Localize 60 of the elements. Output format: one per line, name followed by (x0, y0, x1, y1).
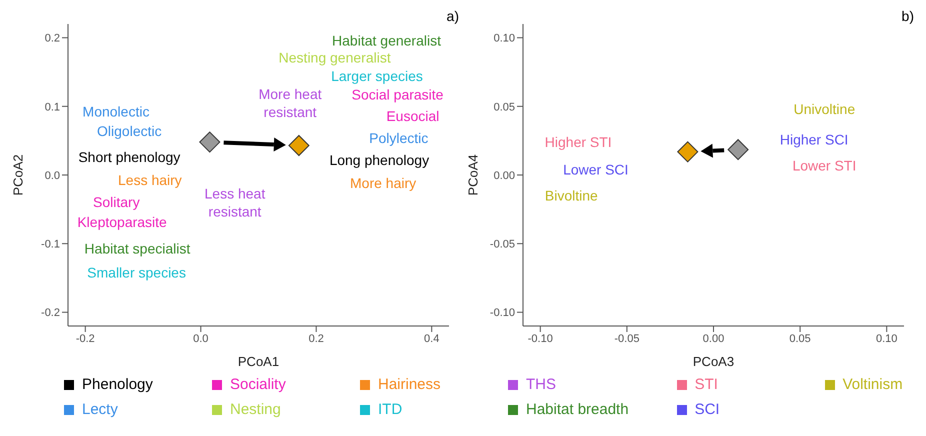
legend-label: Lecty (82, 401, 118, 418)
annotation: Kleptoparasite (77, 214, 168, 230)
annotation: More hairy (350, 175, 416, 192)
annotation: Monolectic (82, 103, 150, 120)
legend-label: Sociality (230, 376, 286, 393)
x-tick-label: 0.05 (789, 332, 811, 345)
annotation: Bivoltine (544, 188, 598, 204)
annotation: Short phenology (78, 149, 180, 166)
chart-title: b) (902, 8, 914, 24)
legend-label: Habitat breadth (526, 401, 629, 418)
y-axis-title: PCoA4 (466, 154, 481, 196)
y-tick-label: -0.2 (41, 307, 60, 320)
x-tick-label: 0.10 (876, 332, 898, 345)
legend-label: STI (694, 376, 718, 393)
annotation: Larger species (331, 68, 423, 84)
annotation: Less hairy (118, 172, 182, 188)
x-tick-label: 0.4 (424, 332, 440, 345)
x-tick-label: -0.10 (528, 332, 553, 345)
annotation: Higher STI (544, 134, 612, 150)
legend-label: ITD (378, 401, 402, 418)
y-tick-label: -0.10 (490, 307, 515, 320)
annotation: Lower STI (792, 157, 856, 174)
annotation: Univoltine (794, 101, 856, 118)
y-tick-label: 0.00 (494, 170, 515, 182)
annotation: Social parasite (352, 86, 444, 103)
annotation: Habitat specialist (84, 240, 190, 256)
x-tick-label: 0.0 (193, 332, 208, 345)
annotation: Higher SCI (780, 131, 848, 148)
chart-title: a) (446, 8, 459, 24)
legend-label: Nesting (230, 401, 281, 418)
y-axis-title: PCoA2 (10, 154, 26, 196)
annotation: Lower SCI (563, 162, 628, 178)
annotation: Polylectic (369, 130, 428, 146)
y-tick-label: 0.05 (494, 101, 515, 114)
annotation: More heat resistant (258, 86, 322, 120)
annotation: Less heat resistant (204, 185, 266, 220)
annotation: Oligolectic (97, 123, 162, 140)
annotation: Smaller species (87, 264, 186, 281)
y-tick-label: -0.1 (41, 238, 60, 251)
y-tick-label: -0.05 (490, 238, 515, 251)
legend-label: THS (526, 376, 556, 393)
annotation: Habitat generalist (332, 32, 442, 49)
y-tick-label: 0.1 (44, 101, 60, 114)
y-tick-label: 0.2 (44, 32, 60, 45)
x-axis-title: PCoA3 (692, 354, 734, 369)
y-tick-label: 0.0 (44, 170, 60, 182)
x-tick-label: -0.2 (76, 332, 95, 345)
x-tick-label: 0.00 (702, 332, 724, 345)
legend-label: Voltinism (842, 376, 903, 393)
x-tick-label: 0.2 (308, 332, 324, 345)
annotation: Long phenology (329, 152, 430, 168)
annotation: Eusocial (386, 108, 440, 124)
legend-label: Hairiness (378, 376, 441, 393)
x-tick-label: -0.05 (614, 332, 640, 345)
y-tick-label: 0.10 (494, 32, 515, 45)
x-axis-title: PCoA1 (238, 354, 280, 369)
annotation: Nesting generalist (278, 50, 391, 66)
legend-label: SCI (694, 401, 720, 418)
legend-label: Phenology (82, 376, 153, 393)
annotation: Solitary (93, 194, 140, 210)
